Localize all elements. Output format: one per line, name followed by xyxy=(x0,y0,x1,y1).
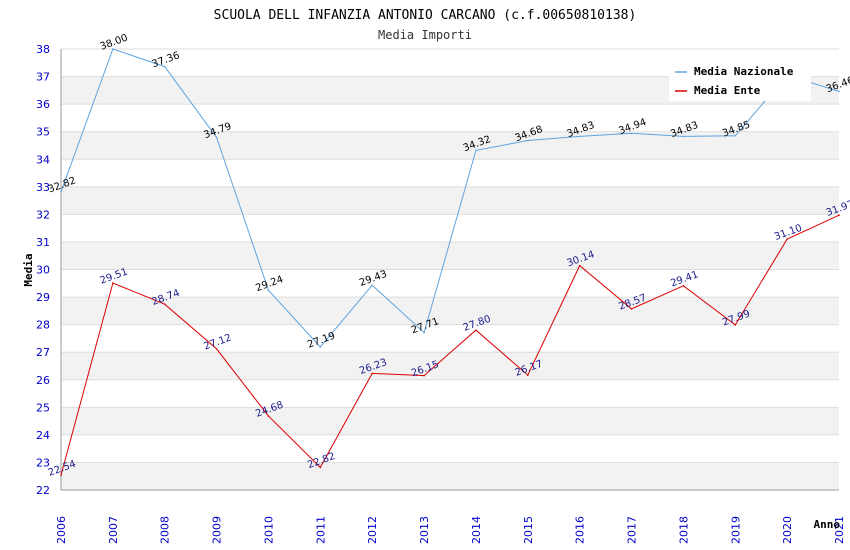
background-bands xyxy=(61,76,839,490)
x-tick-label: 2016 xyxy=(574,516,587,544)
data-point xyxy=(630,308,633,310)
data-point xyxy=(319,346,322,348)
band xyxy=(61,297,839,325)
x-tick-label: 2015 xyxy=(522,516,535,544)
legend: Media Nazionale Media Ente xyxy=(669,60,811,101)
x-tick-label: 2006 xyxy=(55,516,68,544)
y-tick-label: 31 xyxy=(36,236,50,249)
x-tick-label: 2018 xyxy=(677,516,690,544)
y-tick-label: 33 xyxy=(36,181,50,194)
gridlines xyxy=(61,48,839,491)
y-tick-label: 36 xyxy=(36,98,50,111)
x-tick-label: 2010 xyxy=(262,516,275,544)
x-tick-label: 2013 xyxy=(418,516,431,544)
y-tick-label: 28 xyxy=(36,319,50,332)
y-tick-label: 37 xyxy=(36,71,50,84)
y-tick-label: 29 xyxy=(36,291,50,304)
y-tick-label: 26 xyxy=(36,374,50,387)
series-lines xyxy=(60,48,840,476)
data-point xyxy=(215,348,218,350)
data-point xyxy=(475,149,477,152)
x-axis-label: Anno xyxy=(814,518,841,531)
y-tick-label: 30 xyxy=(36,264,50,277)
axes xyxy=(60,49,839,491)
chart-subtitle: Media Importi xyxy=(378,28,472,42)
x-tick-labels: 2006 2007 2008 2009 2010 2011 2012 2013 2014 2015… xyxy=(55,516,846,544)
data-point xyxy=(734,135,737,137)
data-point xyxy=(267,289,270,292)
data-point xyxy=(527,374,529,376)
y-tick-label: 32 xyxy=(36,208,50,221)
series-line-media-nazionale xyxy=(60,48,840,348)
y-tick-label: 23 xyxy=(36,456,50,469)
data-point xyxy=(163,303,166,306)
data-point xyxy=(215,136,218,139)
data-point xyxy=(527,139,529,142)
legend-label-media-ente: Media Ente xyxy=(694,84,761,97)
data-point xyxy=(60,190,62,193)
data-point xyxy=(630,132,633,135)
x-tick-label: 2011 xyxy=(314,516,327,544)
data-point xyxy=(838,90,840,93)
data-point xyxy=(319,466,322,469)
y-tick-label: 22 xyxy=(36,484,50,497)
x-tick-label: 2019 xyxy=(729,516,742,544)
data-point xyxy=(423,331,425,334)
data-point xyxy=(371,372,374,375)
x-tick-label: 2017 xyxy=(626,516,639,544)
data-point xyxy=(371,284,374,287)
x-tick-label: 2008 xyxy=(159,516,172,544)
data-point xyxy=(267,415,270,417)
y-tick-label: 25 xyxy=(36,401,50,414)
x-tick-label: 2009 xyxy=(211,516,224,544)
data-point xyxy=(838,214,840,217)
y-axis-label: Media xyxy=(22,253,35,286)
data-label: 27.19 xyxy=(306,331,337,351)
series-line-media-ente xyxy=(60,214,840,476)
y-tick-label: 34 xyxy=(36,153,50,166)
x-tick-label: 2007 xyxy=(107,516,120,544)
data-point xyxy=(786,238,788,240)
band xyxy=(61,407,839,435)
y-tick-label: 38 xyxy=(36,43,50,56)
band xyxy=(61,352,839,380)
y-tick-label: 35 xyxy=(36,126,50,139)
x-tick-label: 2012 xyxy=(366,516,379,544)
data-label: 31.10 xyxy=(773,223,804,243)
data-point xyxy=(112,282,114,284)
band xyxy=(61,241,839,270)
data-point xyxy=(682,135,685,138)
data-label: 37.36 xyxy=(151,50,182,70)
x-tick-label: 2014 xyxy=(470,516,483,544)
data-point xyxy=(60,474,62,476)
data-point xyxy=(112,48,114,50)
y-tick-label: 27 xyxy=(36,346,50,359)
chart-title: SCUOLA DELL INFANZIA ANTONIO CARCANO (c.… xyxy=(214,8,637,23)
data-point xyxy=(734,324,737,326)
y-tick-labels: 22 23 24 25 26 27 28 29 30 31 32 33 34 35 36 37 38 xyxy=(36,43,50,497)
legend-box xyxy=(669,60,811,101)
y-tick-label: 24 xyxy=(36,429,50,442)
x-tick-label: 2021 xyxy=(833,516,846,544)
x-tick-label: 2020 xyxy=(781,516,794,544)
data-point xyxy=(163,65,166,68)
data-point xyxy=(578,264,581,267)
data-point xyxy=(578,135,581,138)
data-point xyxy=(475,329,477,331)
legend-label-media-nazionale: Media Nazionale xyxy=(694,65,794,78)
band xyxy=(61,186,839,215)
band xyxy=(61,462,839,490)
data-point xyxy=(423,374,425,377)
data-point xyxy=(682,284,685,287)
